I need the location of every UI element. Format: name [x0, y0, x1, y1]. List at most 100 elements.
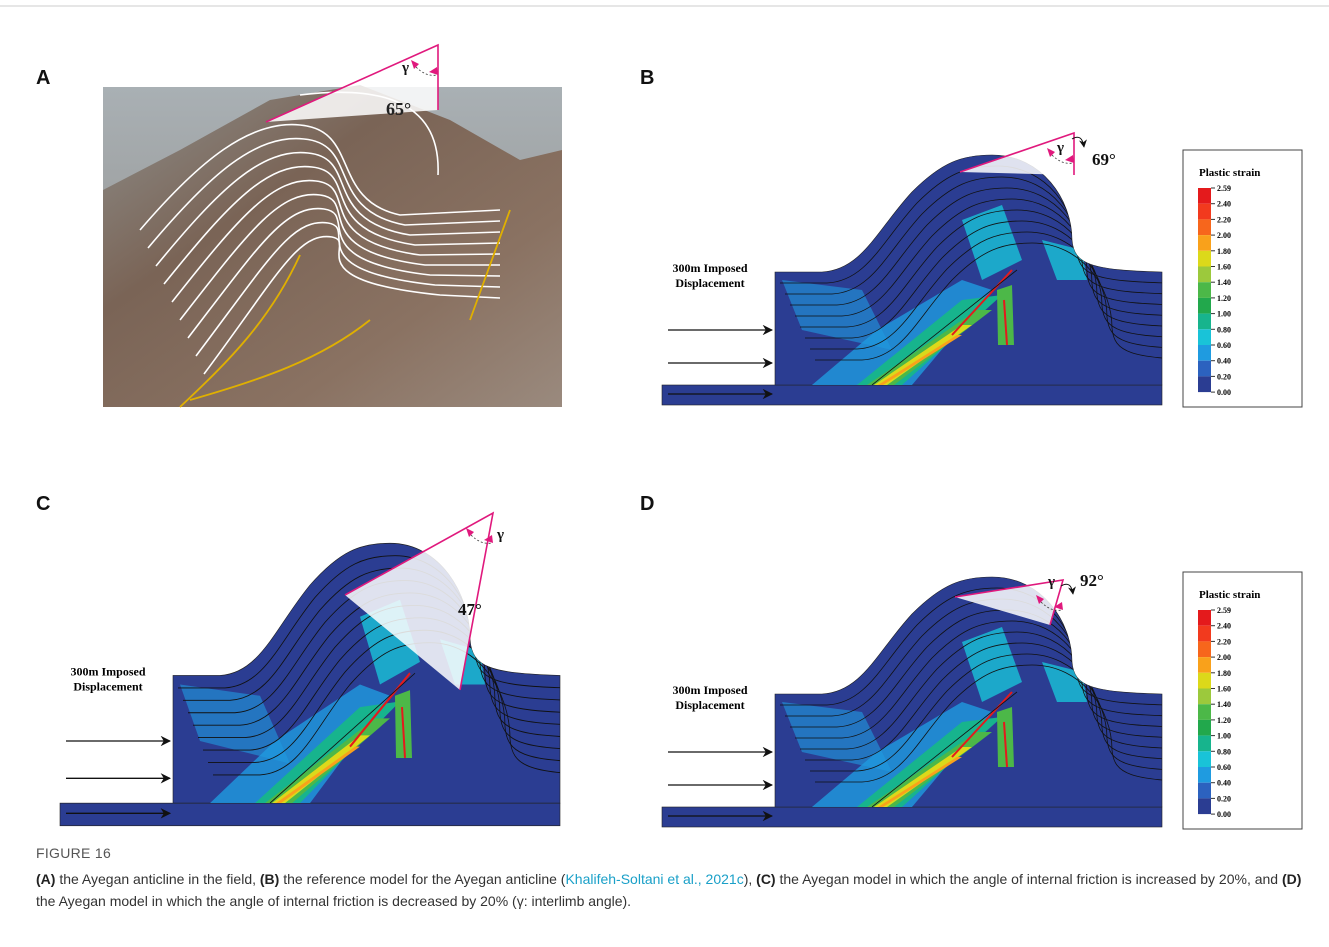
panel-letter: D [640, 493, 654, 515]
legend-level: 1.40 [1217, 278, 1231, 287]
legend-level: 1.60 [1217, 685, 1231, 694]
displacement-line: 300m Imposed [672, 683, 747, 697]
panel-letter: A [36, 67, 50, 89]
panel-letter: B [640, 67, 654, 89]
displacement-line: Displacement [675, 276, 744, 290]
legend-level: 0.60 [1217, 763, 1231, 772]
legend-level: 0.80 [1217, 325, 1231, 334]
legend-level: 1.80 [1217, 669, 1231, 678]
legend-swatch [1198, 720, 1211, 736]
angle-triangle [266, 45, 438, 122]
fold-body [775, 155, 1162, 385]
legend-swatch [1198, 204, 1211, 220]
legend-swatch [1198, 751, 1211, 767]
legend-level: 2.59 [1217, 184, 1231, 193]
legend-level: 0.20 [1217, 372, 1231, 381]
base-layer [60, 803, 560, 826]
caption-segment: the Ayegan model in which the angle of i… [776, 871, 1282, 887]
legend-level: 2.40 [1217, 200, 1231, 209]
legend-level: 1.40 [1217, 700, 1231, 709]
fold-body [775, 577, 1162, 807]
model: 300m ImposedDisplacementγ47° [60, 513, 600, 826]
legend-swatch [1198, 704, 1211, 720]
displacement-line: Displacement [675, 698, 744, 712]
displacement-line: 300m Imposed [70, 664, 145, 678]
legend-swatch [1198, 376, 1211, 392]
legend-swatch [1198, 345, 1211, 361]
legend-swatch [1198, 267, 1211, 283]
legend-level: 0.20 [1217, 794, 1231, 803]
legend-level: 1.80 [1217, 247, 1231, 256]
legend-swatch [1198, 188, 1211, 204]
legend-level: 0.80 [1217, 747, 1231, 756]
angle-label: 65° [386, 99, 411, 119]
angle-label: 92° [1080, 571, 1104, 590]
legend-swatch [1198, 689, 1211, 705]
citation-link[interactable]: Khalifeh-Soltani et al., 2021c [565, 871, 743, 887]
legend: Plastic strain 2.59 2.40 2.20 2.00 1.80 1.60 1.… [1183, 572, 1302, 829]
legend-level: 2.00 [1217, 653, 1231, 662]
legend-level: 0.00 [1217, 810, 1231, 819]
legend-swatch [1198, 673, 1211, 689]
legend-level: 2.00 [1217, 231, 1231, 240]
legend-swatch [1198, 783, 1211, 799]
legend-swatch [1198, 641, 1211, 657]
legend-level: 1.00 [1217, 310, 1231, 319]
legend-level: 0.00 [1217, 388, 1231, 397]
caption-segment: ), [744, 871, 756, 887]
caption-segment: the reference model for the Ayegan antic… [279, 871, 565, 887]
angle-pointer [1061, 584, 1073, 594]
displacement-line: Displacement [73, 679, 142, 693]
legend-swatch [1198, 657, 1211, 673]
legend-swatch [1198, 798, 1211, 814]
legend-swatch [1198, 314, 1211, 330]
legend-level: 0.40 [1217, 357, 1231, 366]
legend-swatch [1198, 329, 1211, 345]
legend-swatch [1198, 767, 1211, 783]
legend-title: Plastic strain [1199, 589, 1260, 601]
panel-letter: C [36, 493, 50, 515]
figure-caption: (A) the Ayegan anticline in the field, (… [36, 868, 1306, 912]
legend-swatch [1198, 298, 1211, 314]
page: γ65°AB300m ImposedDisplacementγ69°Plasti… [0, 0, 1329, 947]
legend-level: 1.00 [1217, 732, 1231, 741]
caption-segment: the Ayegan anticline in the field, [55, 871, 259, 887]
field-photo: γ 65° [103, 45, 562, 407]
legend-swatch [1198, 610, 1211, 626]
gamma-label: γ [1056, 140, 1064, 156]
caption-segment: (B) [260, 871, 279, 887]
legend-level: 0.60 [1217, 341, 1231, 350]
gamma-label: γ [401, 60, 409, 76]
displacement-line: 300m Imposed [672, 261, 747, 275]
caption-segment: (A) [36, 871, 55, 887]
legend: Plastic strain2.592.402.202.001.801.601.… [1183, 150, 1302, 407]
angle-label: 69° [1092, 150, 1116, 169]
legend-swatch [1198, 361, 1211, 377]
legend-level: 2.40 [1217, 622, 1231, 631]
legend-level: 1.20 [1217, 716, 1231, 725]
legend-level: 1.20 [1217, 294, 1231, 303]
base-layer [662, 807, 1162, 827]
caption-segment: (C) [756, 871, 775, 887]
angle-label: 47° [458, 600, 482, 619]
legend-level: 0.40 [1217, 779, 1231, 788]
legend-level: 2.59 [1217, 606, 1231, 615]
legend-swatch [1198, 736, 1211, 752]
caption-segment: the Ayegan model in which the angle of i… [36, 893, 631, 909]
legend-swatch [1198, 251, 1211, 267]
legend-swatch [1198, 235, 1211, 251]
legend-level: 2.20 [1217, 215, 1231, 224]
legend-swatch [1198, 219, 1211, 235]
legend-swatch [1198, 626, 1211, 642]
legend-level: 2.20 [1217, 637, 1231, 646]
base-layer [662, 385, 1162, 405]
legend-level: 1.60 [1217, 263, 1231, 272]
figure-label: FIGURE 16 [36, 845, 111, 861]
legend-swatch [1198, 282, 1211, 298]
